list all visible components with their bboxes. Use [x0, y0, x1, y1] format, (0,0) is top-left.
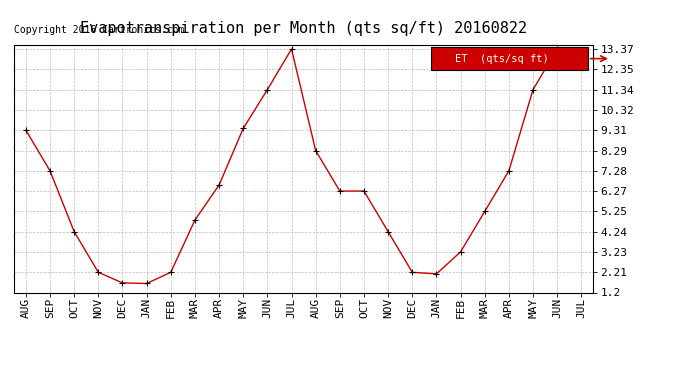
- Text: ET  (qts/sq ft): ET (qts/sq ft): [455, 54, 549, 64]
- FancyBboxPatch shape: [431, 48, 588, 70]
- Text: Evapotranspiration per Month (qts sq/ft) 20160822: Evapotranspiration per Month (qts sq/ft)…: [80, 21, 527, 36]
- Text: Copyright 2016 Cartronics.com: Copyright 2016 Cartronics.com: [14, 25, 184, 35]
